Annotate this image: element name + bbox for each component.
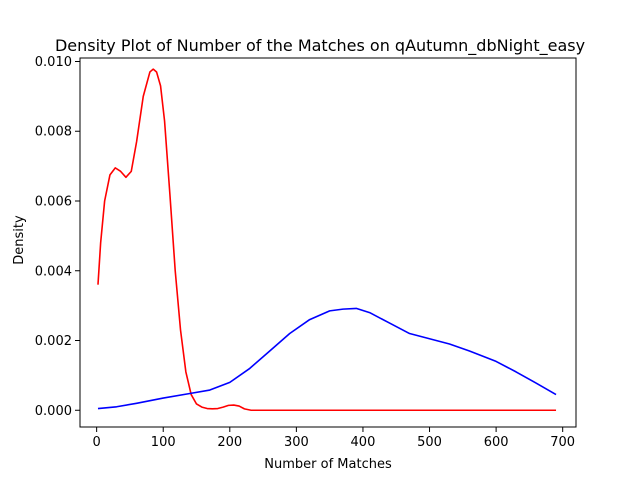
series-line-0 xyxy=(97,68,557,412)
x-axis-ticks: 0 100 200 300 400 500 600 700 xyxy=(93,427,575,450)
y-tick-label: 0.008 xyxy=(35,125,72,140)
x-tick-label: 0 xyxy=(93,435,101,450)
x-tick-label: 400 xyxy=(351,435,376,450)
y-tick-label: 0.002 xyxy=(35,334,72,349)
y-tick-label: 0.010 xyxy=(35,55,72,70)
chart-title: Density Plot of Number of the Matches on… xyxy=(55,36,585,56)
x-tick-label: 700 xyxy=(550,435,575,450)
y-axis-label: Density xyxy=(12,215,27,265)
x-tick-label: 500 xyxy=(417,435,442,450)
plot-frame xyxy=(79,57,577,428)
y-axis-ticks: 0.000 0.002 0.004 0.006 0.008 0.010 xyxy=(35,55,80,419)
x-axis-label: Number of Matches xyxy=(264,457,392,472)
x-tick-label: 200 xyxy=(217,435,242,450)
y-tick-label: 0.006 xyxy=(35,194,72,209)
y-tick-label: 0.004 xyxy=(35,264,72,279)
plot-area xyxy=(79,57,577,428)
x-tick-label: 300 xyxy=(284,435,309,450)
x-tick-label: 600 xyxy=(484,435,509,450)
y-tick-label: 0.000 xyxy=(35,404,72,419)
series-line-1 xyxy=(97,307,557,410)
x-tick-label: 100 xyxy=(151,435,176,450)
